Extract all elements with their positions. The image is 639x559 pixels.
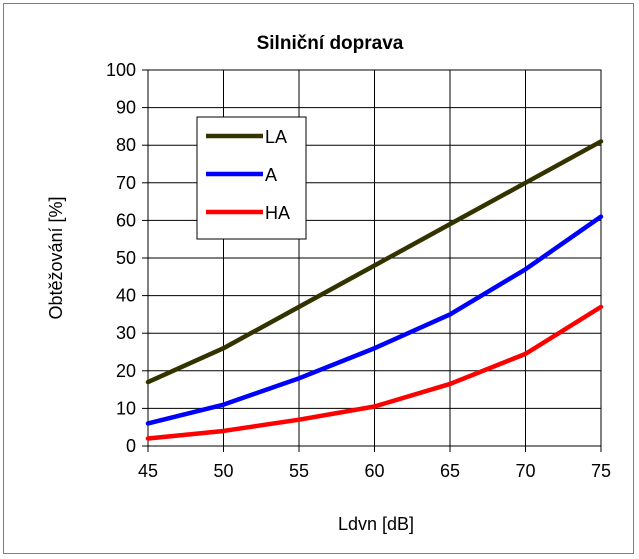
x-tick-label: 65: [440, 461, 460, 481]
y-tick-label: 0: [126, 436, 136, 456]
y-tick-label: 60: [116, 210, 136, 230]
y-tick-label: 70: [116, 173, 136, 193]
y-tick-label: 30: [116, 323, 136, 343]
legend-label-la: LA: [265, 127, 287, 147]
x-axis-label: Ldvn [dB]: [338, 514, 414, 534]
y-tick-label: 90: [116, 98, 136, 118]
y-tick-label: 100: [106, 60, 136, 80]
legend-label-a: A: [265, 165, 277, 185]
x-axis-ticks: 45 50 55 60 65 70 75: [138, 446, 611, 481]
y-tick-label: 20: [116, 361, 136, 381]
y-axis-ticks: 0 10 20 30 40 50 60 70 80 90 100: [106, 60, 148, 456]
x-tick-label: 60: [364, 461, 384, 481]
x-tick-label: 70: [515, 461, 535, 481]
legend: LA A HA: [197, 117, 306, 239]
y-axis-label: Obtěžování [%]: [46, 196, 66, 319]
x-tick-label: 55: [289, 461, 309, 481]
y-tick-label: 10: [116, 398, 136, 418]
legend-label-ha: HA: [265, 203, 290, 223]
y-tick-label: 50: [116, 248, 136, 268]
y-tick-label: 40: [116, 286, 136, 306]
y-tick-label: 80: [116, 135, 136, 155]
x-tick-label: 75: [591, 461, 611, 481]
x-tick-label: 45: [138, 461, 158, 481]
chart-title: Silniční doprava: [257, 33, 404, 54]
x-tick-label: 50: [213, 461, 233, 481]
